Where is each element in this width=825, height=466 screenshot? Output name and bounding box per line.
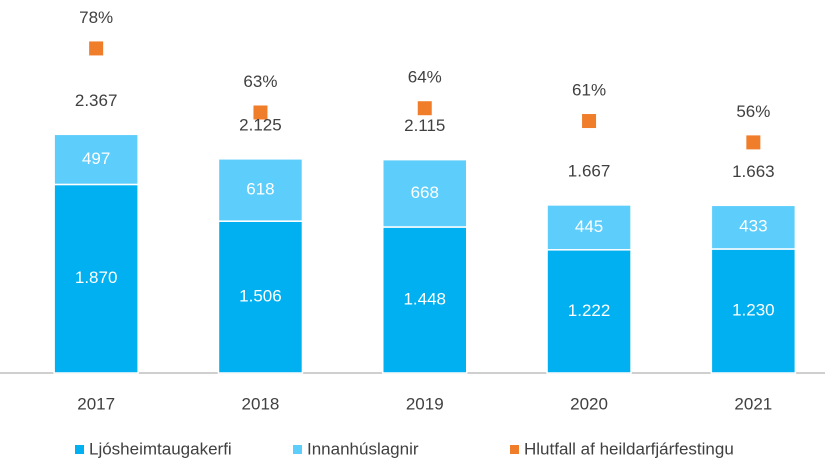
x-tick-label: 2021	[734, 394, 772, 413]
legend-label: Hlutfall af heildarfjárfestingu	[524, 439, 734, 458]
bar-segment	[382, 158, 468, 228]
marker	[746, 135, 761, 150]
marker	[89, 41, 104, 56]
bar-segment	[546, 249, 632, 374]
legend-label: Ljósheimtaugakerfi	[89, 439, 232, 458]
x-tick-label: 2020	[570, 394, 608, 413]
data-label: 1.230	[732, 300, 775, 319]
x-tick-label: 2019	[406, 394, 444, 413]
marker	[582, 114, 597, 129]
data-label: 56%	[736, 102, 770, 121]
legend-swatch	[75, 445, 84, 454]
bar-segment	[710, 248, 797, 374]
legend-label: Innanhúslagnir	[307, 439, 419, 458]
total-label: 2.367	[75, 91, 118, 110]
data-label: 63%	[243, 72, 277, 91]
data-label: 1.448	[403, 289, 446, 308]
bar-segment	[382, 226, 468, 374]
x-tick-label: 2017	[77, 394, 115, 413]
data-label: 61%	[572, 81, 606, 100]
data-label: 445	[575, 217, 603, 236]
bar-segment	[53, 133, 139, 186]
total-label: 1.663	[732, 162, 775, 181]
marker	[253, 105, 268, 120]
legend-swatch	[293, 445, 302, 454]
data-label: 618	[246, 179, 274, 198]
legend-swatch	[510, 445, 519, 454]
data-label: 1.506	[239, 287, 282, 306]
data-label: 433	[739, 217, 767, 236]
x-tick-label: 2018	[242, 394, 280, 413]
bar-segment	[53, 183, 139, 374]
total-label: 2.115	[404, 116, 445, 135]
data-label: 497	[82, 149, 110, 168]
bar-segment	[546, 204, 632, 251]
total-label: 1.667	[568, 161, 611, 180]
bar-segment	[217, 158, 304, 222]
bar-segment	[710, 204, 797, 250]
total-label: 2.125	[239, 115, 282, 134]
data-label: 668	[411, 183, 439, 202]
marker	[417, 101, 432, 116]
data-label: 1.222	[568, 301, 611, 320]
data-label: 1.870	[75, 268, 118, 287]
data-label: 64%	[408, 68, 442, 87]
data-label: 78%	[79, 8, 113, 27]
